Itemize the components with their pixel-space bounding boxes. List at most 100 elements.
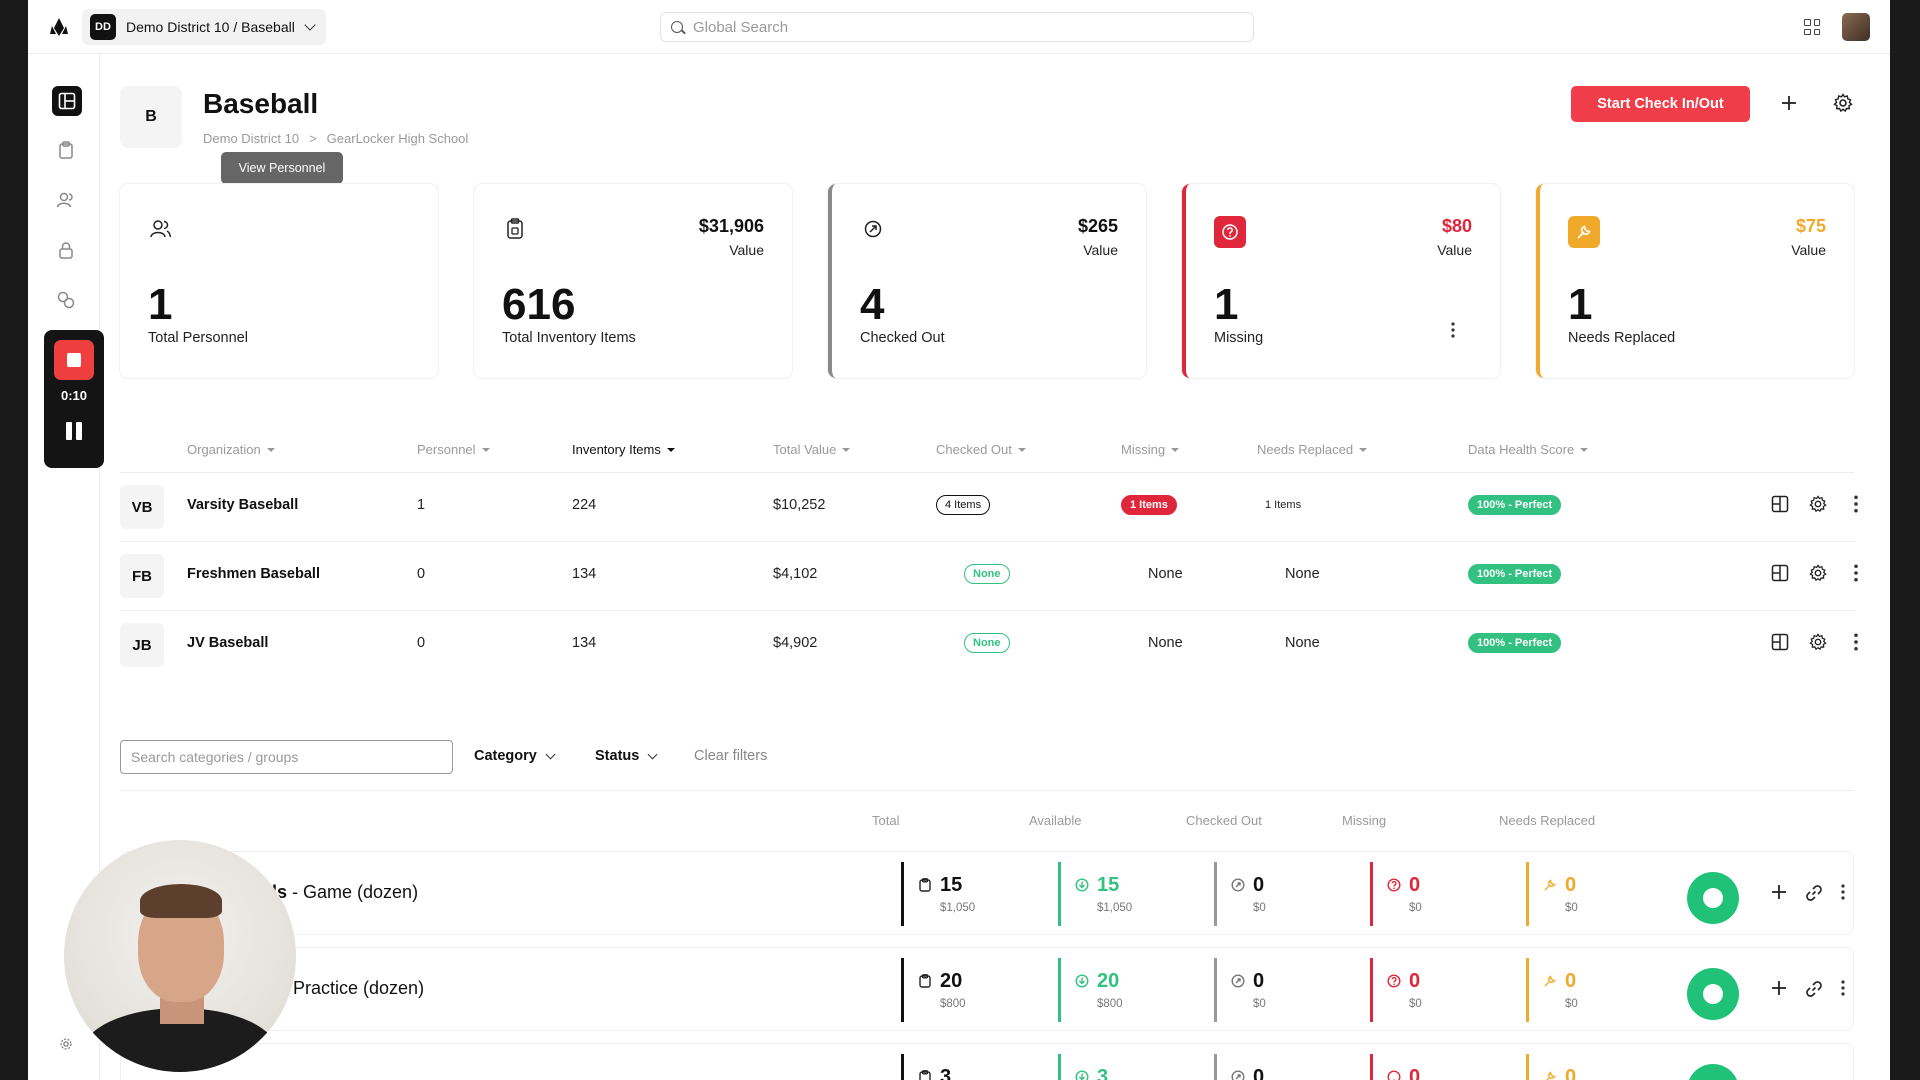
stat-card-needs-replaced[interactable]: $75 Value 1 Needs Replaced: [1536, 184, 1854, 378]
add-icon[interactable]: [1771, 980, 1787, 996]
column-header-total: Total: [872, 813, 900, 828]
org-avatar: B: [120, 86, 182, 148]
question-icon: [1387, 878, 1401, 892]
sidebar-item-dashboard[interactable]: [52, 86, 82, 116]
wrench-icon: [1546, 1071, 1556, 1080]
sidebar-item-settings[interactable]: [54, 1032, 78, 1056]
category-name[interactable]: lls - Game (dozen): [267, 882, 419, 902]
wrench-icon: [1568, 216, 1600, 248]
table-row[interactable]: JB JV Baseball 0 134 $4,902 None None No…: [120, 611, 1858, 679]
breadcrumb-district[interactable]: Demo District 10: [203, 131, 300, 146]
more-options-icon[interactable]: [1847, 564, 1865, 582]
table-row[interactable]: VB Varsity Baseball 1 224 $10,252 4 Item…: [120, 473, 1858, 541]
more-options-icon[interactable]: [1847, 633, 1865, 651]
clear-filters-button[interactable]: Clear filters: [694, 748, 768, 764]
view-personnel-tooltip: View Personnel: [221, 152, 343, 190]
download-circle-icon: [1075, 878, 1089, 892]
inventory-value-label: Value: [729, 242, 764, 258]
category-row[interactable]: 3 3 0 0 0: [120, 1043, 1854, 1080]
personnel-count: 1: [148, 280, 173, 329]
more-options-icon[interactable]: [1451, 322, 1455, 338]
health-score-badge: 100% - Perfect: [1468, 633, 1562, 653]
needs-replaced-value: None: [1285, 635, 1320, 651]
checkout-icon: [1231, 1070, 1245, 1080]
missing-value: $80: [1441, 216, 1472, 236]
column-header-checked-out: Checked Out: [1186, 813, 1262, 828]
user-avatar[interactable]: [1842, 13, 1870, 41]
column-header-checked-out[interactable]: Checked Out: [936, 442, 1026, 457]
category-row[interactable]: lls - Game (dozen) 15$1,050 15$1,050 0$0…: [120, 851, 1854, 935]
gear-icon[interactable]: [1809, 495, 1827, 513]
column-header-missing[interactable]: Missing: [1121, 442, 1180, 457]
needs-replaced-badge[interactable]: 1 Items: [1265, 499, 1302, 511]
checkout-icon: [1231, 974, 1245, 988]
gear-icon[interactable]: [1809, 633, 1827, 651]
breadcrumb-school[interactable]: GearLocker High School: [326, 131, 469, 146]
org-value: $4,102: [773, 566, 818, 582]
link-icon[interactable]: [1805, 884, 1823, 902]
status-dropdown[interactable]: Status: [595, 748, 658, 764]
column-header-data-health[interactable]: Data Health Score: [1468, 442, 1589, 457]
page-title: Baseball: [203, 88, 319, 119]
column-header-total-value[interactable]: Total Value: [773, 442, 851, 457]
org-name[interactable]: JV Baseball: [187, 635, 269, 651]
sort-caret-icon: [666, 448, 675, 452]
table-row[interactable]: FB Freshmen Baseball 0 134 $4,102 None N…: [120, 542, 1858, 610]
add-icon[interactable]: [1780, 94, 1798, 112]
inventory-value: $31,906: [698, 216, 764, 236]
search-icon: [671, 21, 683, 33]
pause-recording-button[interactable]: [66, 422, 82, 440]
apps-grid-icon[interactable]: [1804, 19, 1820, 35]
sidebar-item-lockers[interactable]: [54, 238, 78, 262]
sidebar-item-integrations[interactable]: [54, 288, 78, 312]
missing-label: Missing: [1214, 330, 1264, 346]
checked-out-label: Checked Out: [860, 330, 945, 346]
sidebar-item-personnel[interactable]: [54, 188, 78, 212]
checked-out-stat: 0: [1214, 1054, 1364, 1080]
checked-out-stat: 0 $0: [1214, 862, 1364, 926]
org-name[interactable]: Freshmen Baseball: [187, 566, 320, 582]
global-search-input[interactable]: Global Search: [660, 12, 1254, 42]
add-icon[interactable]: [1771, 884, 1787, 900]
needs-replaced-stat: 0 $0: [1526, 862, 1676, 926]
stat-card-inventory[interactable]: $31,906 Value 616 Total Inventory Items: [474, 184, 792, 378]
layout-icon[interactable]: [1771, 564, 1789, 582]
inventory-label: Total Inventory Items: [502, 330, 636, 346]
checked-out-badge[interactable]: 4 Items: [936, 495, 991, 515]
org-items: 224: [572, 497, 597, 513]
category-dropdown[interactable]: Category: [474, 748, 556, 764]
webcam-overlay: [64, 840, 296, 1072]
stat-card-checked-out[interactable]: $265 Value 4 Checked Out: [828, 184, 1146, 378]
inventory-count: 616: [502, 280, 576, 329]
people-icon: [148, 216, 174, 242]
more-options-icon[interactable]: [1841, 980, 1845, 996]
gear-icon[interactable]: [1809, 564, 1827, 582]
more-options-icon[interactable]: [1841, 884, 1845, 900]
checked-out-value: $265: [1077, 216, 1118, 236]
more-options-icon[interactable]: [1847, 495, 1865, 513]
category-row[interactable]: s - Practice (dozen) 20$800 20$800 0$0 0…: [120, 947, 1854, 1031]
workspace-switcher[interactable]: DD Demo District 10 / Baseball: [82, 9, 326, 45]
clipboard-icon: [502, 216, 528, 242]
stop-recording-button[interactable]: [54, 340, 94, 380]
org-initials: VB: [120, 485, 164, 529]
missing-badge[interactable]: 1 Items: [1121, 495, 1177, 515]
layout-icon[interactable]: [1771, 495, 1789, 513]
people-icon: [56, 192, 73, 208]
column-header-organization[interactable]: Organization: [187, 442, 275, 457]
gear-icon[interactable]: [1833, 93, 1853, 113]
needs-replaced-value: None: [1285, 566, 1320, 582]
sidebar-item-inventory[interactable]: [54, 138, 78, 162]
layout-icon[interactable]: [1771, 633, 1789, 651]
column-header-personnel[interactable]: Personnel: [417, 442, 490, 457]
column-header-needs-replaced[interactable]: Needs Replaced: [1257, 442, 1368, 457]
wrench-icon: [1544, 879, 1556, 891]
category-search-input[interactable]: Search categories / groups: [120, 740, 453, 774]
stat-card-missing[interactable]: $80 Value 1 Missing: [1182, 184, 1500, 378]
start-check-in-out-button[interactable]: Start Check In/Out: [1571, 86, 1750, 122]
column-header-inventory-items[interactable]: Inventory Items: [572, 442, 675, 457]
org-name[interactable]: Varsity Baseball: [187, 497, 299, 513]
gearlocker-logo-icon[interactable]: [48, 16, 70, 38]
link-icon[interactable]: [1805, 980, 1823, 998]
stat-card-personnel[interactable]: 1 Total Personnel: [120, 184, 438, 378]
